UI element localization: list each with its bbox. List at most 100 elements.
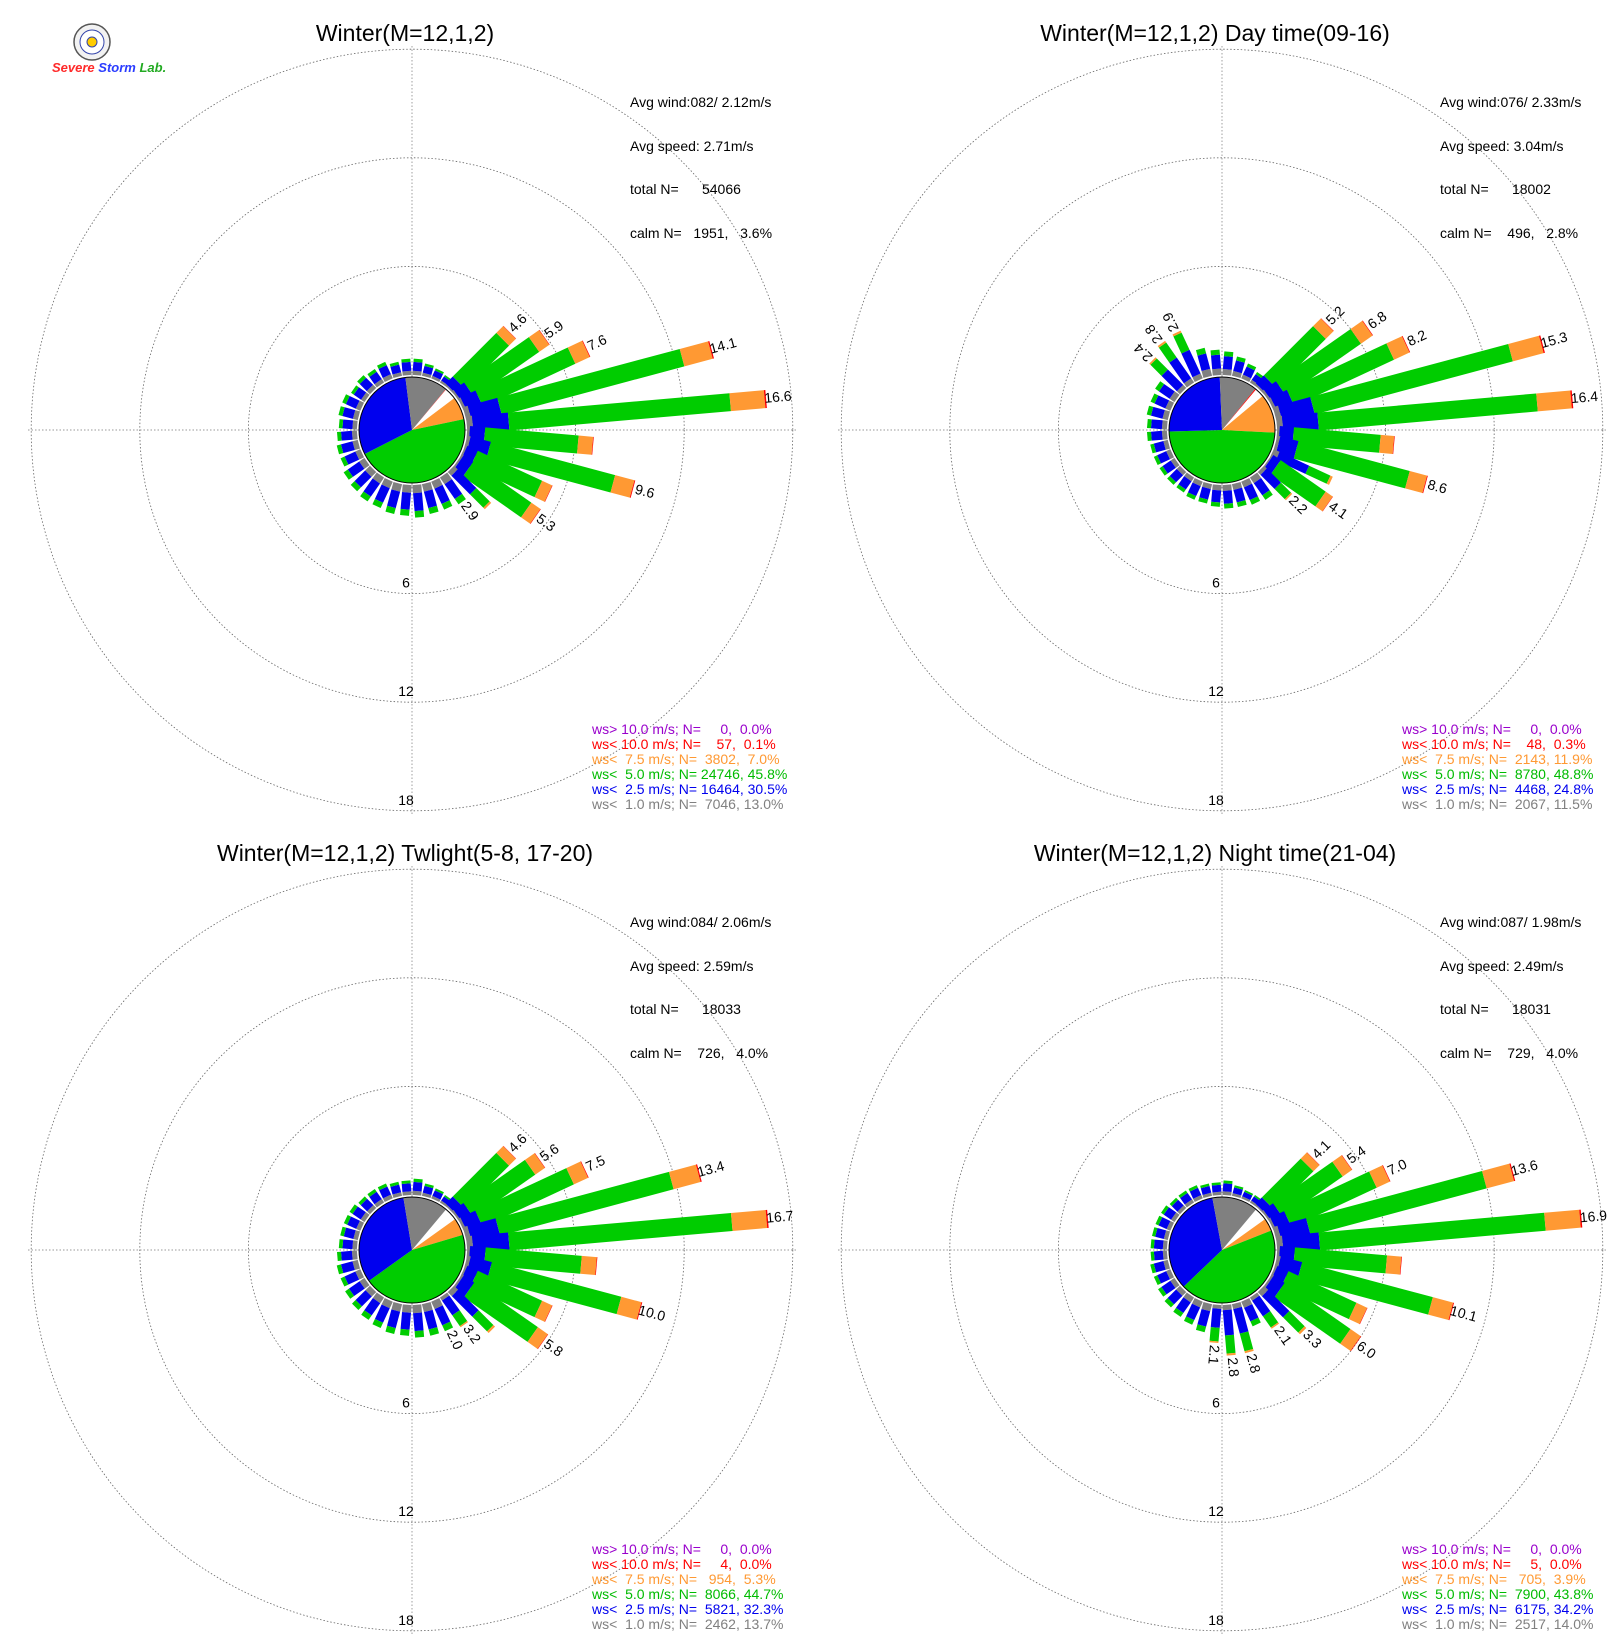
petals: [336, 325, 767, 524]
petal-segment: [1242, 1191, 1253, 1201]
petal-segment: [1263, 381, 1287, 405]
petal-segment: [1544, 1209, 1581, 1231]
petal-segment: [444, 479, 463, 499]
petal-segment: [400, 1328, 410, 1336]
calm-count: calm N= 726, 4.0%: [630, 1044, 769, 1061]
grid-ring: [949, 977, 1495, 1523]
petal-segment: [1241, 374, 1252, 383]
petal-segment: [343, 1227, 356, 1239]
petal-segment: [374, 1304, 390, 1323]
petal-segment: [1222, 368, 1232, 376]
petal-segment: [469, 487, 490, 508]
petal-segment: [1159, 466, 1168, 476]
petal-label: 14.1: [708, 334, 739, 357]
petal-segment: [414, 1330, 425, 1338]
petal-segment: [1261, 1274, 1274, 1291]
petal-segment: [431, 1195, 441, 1203]
petal-segment: [441, 1196, 452, 1206]
petal-segment: [1385, 1255, 1402, 1275]
petal-segment: [1272, 435, 1281, 454]
petal-segment: [344, 451, 360, 465]
petal-segment: [1261, 1209, 1274, 1226]
petal-segment: [392, 372, 403, 379]
petal-segment: [1268, 1265, 1278, 1283]
petal-segment: [347, 461, 365, 477]
petal-segment: [1292, 427, 1381, 453]
petal-segment: [528, 330, 550, 352]
petal-segment: [1274, 482, 1292, 500]
petal-segment: [1175, 1297, 1191, 1314]
petal-segment: [1379, 434, 1395, 454]
petal-segment: [1177, 1205, 1187, 1215]
petal-segment: [1369, 1165, 1390, 1188]
petal-segment: [458, 445, 468, 463]
speed-legend: ws> 10.0 m/s; N= 0, 0.0% ws< 10.0 m/s; N=…: [592, 722, 787, 812]
petal-segment: [439, 472, 452, 485]
petal-segment: [1158, 342, 1177, 363]
petal-segment: [342, 1239, 354, 1250]
petal-segment: [459, 1320, 468, 1328]
petal-segment: [1244, 1190, 1254, 1196]
petal-segment: [1170, 457, 1180, 468]
panel-title: Winter(M=12,1,2) Day time(09-16): [1040, 20, 1390, 46]
petal-segment: [1150, 393, 1159, 404]
petal-segment: [361, 1310, 372, 1320]
petal-segment: [1176, 465, 1187, 476]
petal-segment: [421, 481, 433, 492]
petal-segment: [487, 1325, 496, 1334]
petal-segment: [444, 383, 459, 398]
petal-segment: [1249, 472, 1262, 484]
petal-segment: [1150, 358, 1168, 376]
ring-label: 6: [1212, 1395, 1220, 1411]
petal-segment: [340, 1250, 353, 1261]
petal-segment: [1149, 357, 1157, 365]
petal-segment: [439, 1200, 449, 1208]
petal-segment: [534, 480, 553, 502]
petal-segment: [353, 1230, 361, 1241]
petal-segment: [1158, 383, 1175, 399]
petal-segment: [439, 1292, 450, 1301]
petal-segment: [1278, 397, 1315, 424]
avg-speed: Avg speed: 3.04m/s: [1440, 137, 1564, 154]
petal-label: 16.7: [765, 1207, 794, 1225]
petal-segment: [365, 465, 377, 477]
petal-segment: [471, 412, 510, 434]
petal-segment: [1241, 1297, 1253, 1308]
petal-segment: [468, 426, 486, 446]
avg-wind: Avg wind:076/ 2.33m/s: [1440, 94, 1582, 110]
petal-segment: [1293, 441, 1410, 489]
petal-segment: [507, 393, 731, 431]
petal-segment: [1150, 430, 1163, 441]
petal-segment: [347, 1216, 360, 1229]
petal-label: 2.1: [1205, 1344, 1223, 1365]
petal-segment: [412, 1304, 422, 1314]
petal-segment: [1284, 1171, 1377, 1228]
pie-slice: [1222, 395, 1275, 433]
petal-segment: [1278, 1246, 1295, 1266]
petal-segment: [1153, 1275, 1161, 1285]
petal-segment: [1195, 1324, 1207, 1333]
petal-segment: [1255, 375, 1277, 397]
petal-segment: [413, 492, 424, 512]
legend-entry: ws< 2.5 m/s; N= 4468, 24.8%: [1402, 781, 1594, 797]
petal-segment: [453, 382, 475, 405]
petal-segment: [472, 1310, 494, 1332]
petal-label: 2.8: [1243, 1352, 1264, 1375]
calm-count: calm N= 729, 4.0%: [1440, 1044, 1579, 1061]
petal-segment: [484, 1247, 582, 1274]
petal-segment: [1261, 454, 1274, 470]
petal-segment: [453, 1275, 475, 1298]
ring-label: 12: [1208, 683, 1224, 699]
petal-segment: [1222, 1309, 1234, 1336]
petal-segment: [1181, 349, 1201, 378]
petal-segment: [1165, 400, 1175, 411]
petal-segment: [353, 387, 367, 400]
pie-slice: [1222, 388, 1257, 430]
petal-segment: [352, 410, 361, 421]
petal-segment: [340, 430, 353, 441]
petal-segment: [1257, 1285, 1269, 1297]
petal-segment: [679, 341, 713, 367]
petal-segment: [360, 1212, 370, 1223]
pie-slice: [364, 419, 465, 484]
